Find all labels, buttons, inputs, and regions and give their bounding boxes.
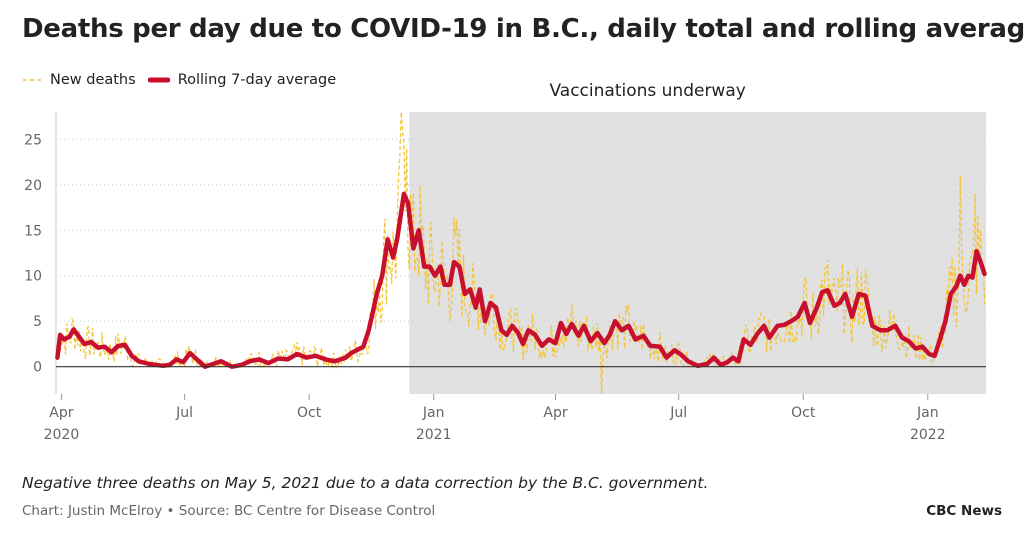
dashed-line-swatch-icon [23,79,41,81]
x-tick-year-label: 2021 [416,427,452,443]
legend: New deaths Rolling 7-day average [22,72,348,88]
x-tick-label: Oct [791,405,816,421]
legend-item-rolling: Rolling 7-day average [147,72,337,88]
y-tick-label: 25 [24,132,42,148]
x-tick-year-label: 2022 [910,427,946,443]
y-tick-label: 10 [24,269,42,285]
x-tick-label: Jul [669,405,687,421]
x-tick-label: Jul [175,405,193,421]
source-credit: Chart: Justin McElroy • Source: BC Centr… [22,503,436,519]
vaccination-shade-region [409,112,986,394]
x-tick-label: Jan [422,405,445,421]
brand-logo: CBC News [926,503,1002,519]
y-tick-label: 5 [33,314,42,330]
footnote: Negative three deaths on May 5, 2021 due… [22,474,709,492]
chart-title: Deaths per day due to COVID-19 in B.C., … [22,14,1024,44]
legend-label-rolling: Rolling 7-day average [177,72,337,88]
annotation-label: Vaccinations underway [549,81,745,101]
x-tick-year-label: 2020 [44,427,80,443]
legend-item-new-deaths: New deaths [22,72,136,88]
x-tick-label: Apr [543,405,567,421]
y-tick-label: 15 [24,223,42,239]
y-tick-label: 0 [33,360,42,376]
series-new-deaths [56,111,986,395]
x-tick-label: Jan [916,405,939,421]
solid-line-swatch-icon [147,77,170,83]
series-rolling-average [55,191,987,369]
x-tick-label: Apr [49,405,73,421]
legend-label-new-deaths: New deaths [50,72,136,88]
y-tick-label: 20 [24,178,42,194]
x-tick-label: Oct [297,405,322,421]
